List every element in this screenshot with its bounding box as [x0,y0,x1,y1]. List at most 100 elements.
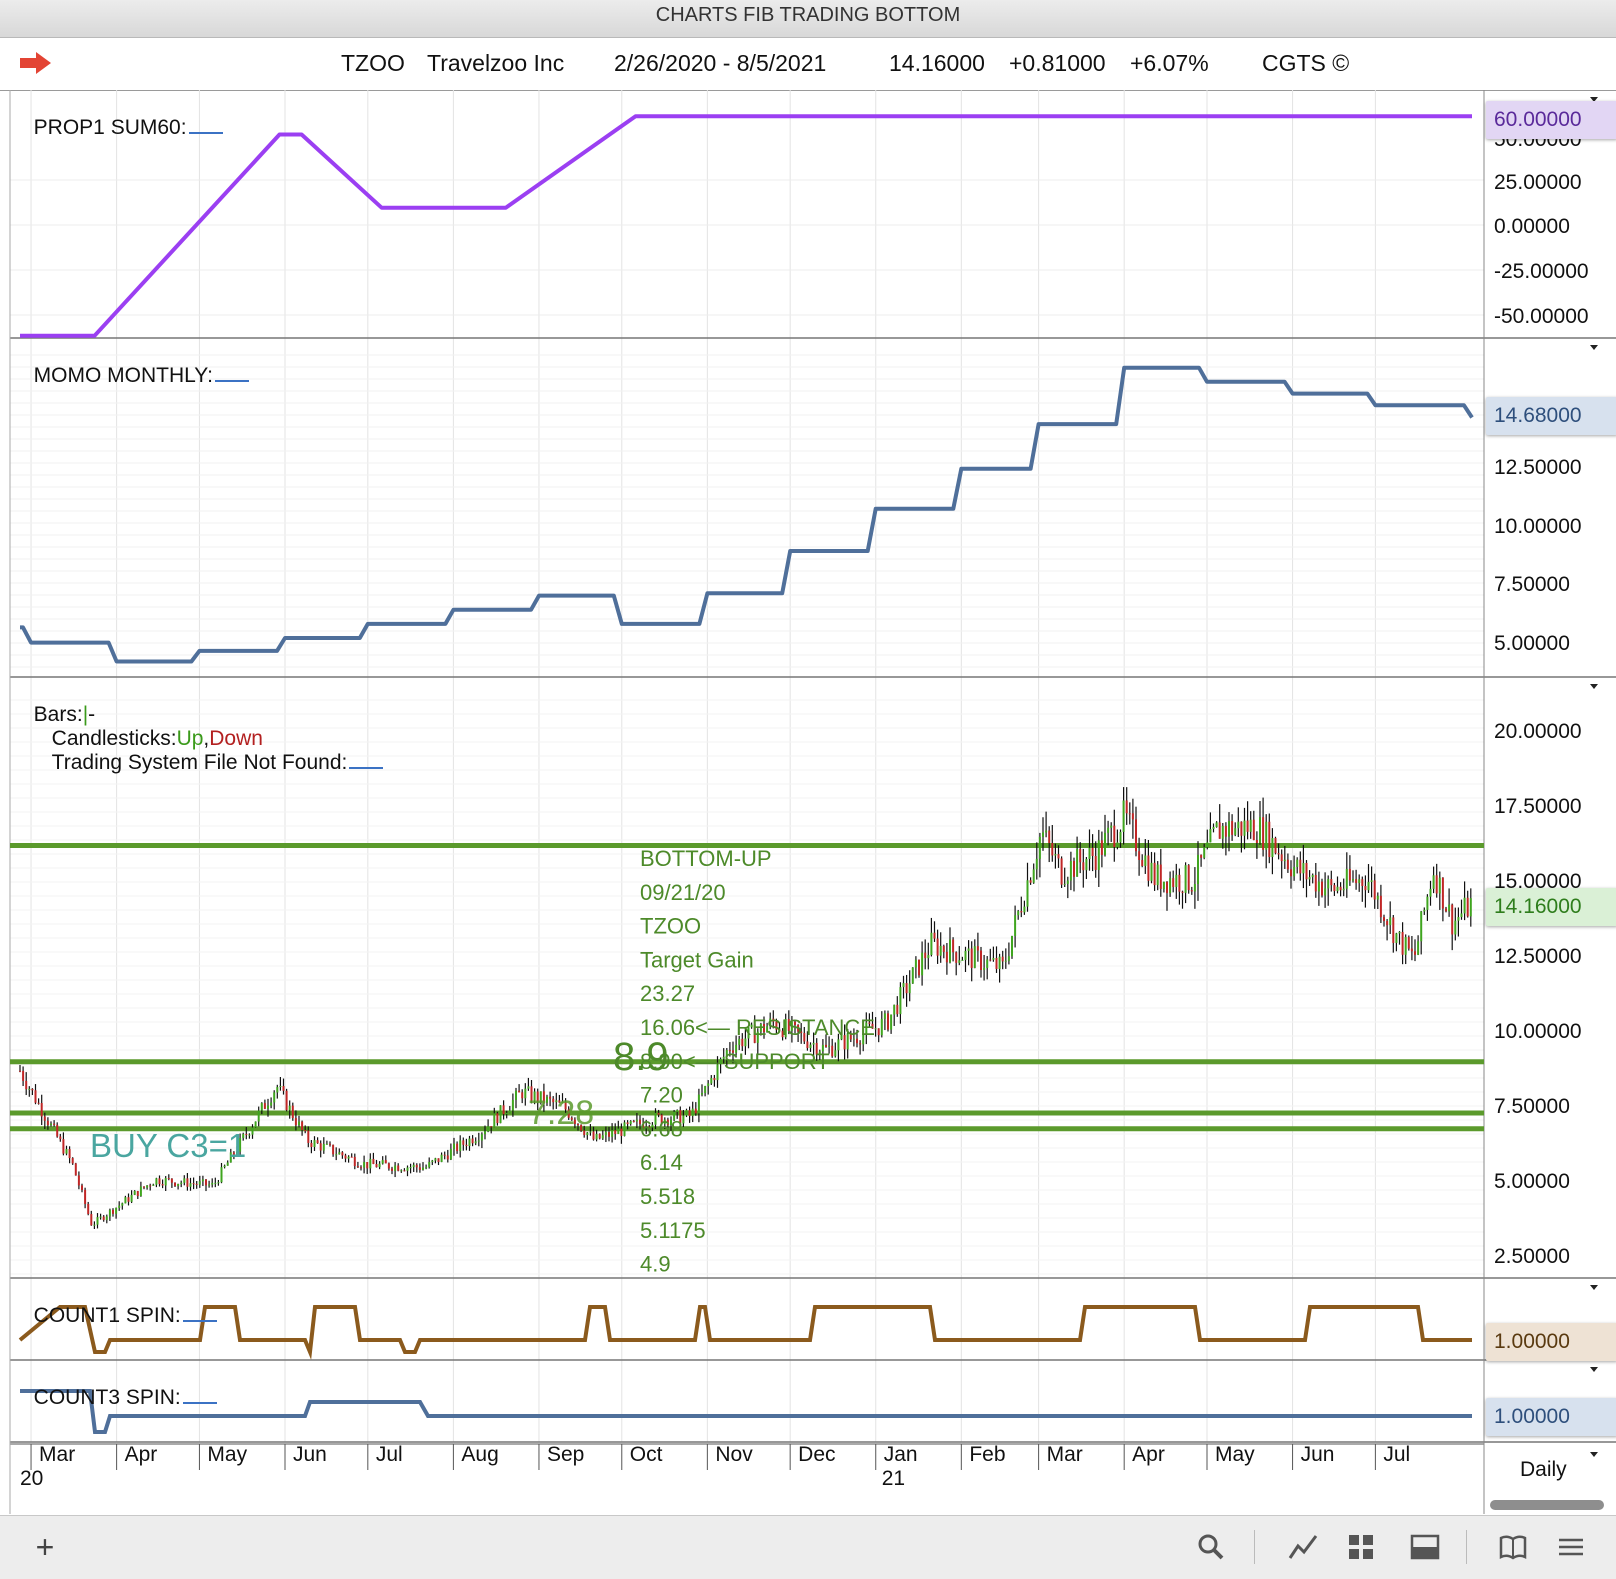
price-candle [995,957,998,969]
copyright-label: CGTS © [1262,50,1350,76]
price-menu-icon[interactable] [1590,684,1598,689]
price-candle [1311,875,1314,878]
x-axis-month-label: Jul [375,1443,403,1466]
price-candle [291,1105,294,1119]
price-candle [1228,821,1230,837]
price-candle [629,1120,632,1124]
price-candle [1020,911,1023,913]
x-axis-month-label: Jun [293,1443,327,1466]
count3-menu-icon[interactable] [1590,1367,1598,1372]
prop1-label-text: PROP1 SUM60: [33,116,187,139]
price-candle [40,1103,43,1117]
price-candle [859,1043,862,1045]
prop1-menu-icon[interactable] [1590,97,1598,102]
price-candle [1324,888,1327,896]
price-candle [1107,827,1110,833]
price-candle [1234,828,1237,835]
period-menu-icon[interactable] [1590,1452,1598,1457]
price-candle [1314,875,1317,892]
count3-pane-label: COUNT3 SPIN: [22,1362,217,1410]
price-candle [1141,859,1144,866]
price-candle [896,1004,899,1015]
price-candle [254,1121,257,1128]
price-candle [205,1179,207,1186]
count3-line [20,1389,1472,1434]
price-candle [992,957,995,960]
price-candle [294,1118,297,1126]
price-candle [840,1035,843,1040]
momo-line [20,365,1474,664]
price-candle [1004,960,1007,962]
price-candle [986,959,989,968]
price-candle [1032,869,1035,883]
x-axis-month-label: Feb [969,1443,1006,1466]
window-title-bar: CHARTS FIB TRADING BOTTOM [0,0,1616,38]
price-candle [1398,931,1401,934]
book-icon[interactable] [1498,1532,1528,1562]
price-candle [468,1138,471,1147]
price-candle [1290,869,1292,877]
grid-layout-icon[interactable] [1346,1532,1376,1562]
price-candle [524,1088,527,1099]
price-candle [1277,853,1280,855]
price-candle [338,1152,341,1155]
period-selector[interactable]: Daily [1520,1458,1567,1481]
price-candle [397,1165,400,1171]
price-candle [146,1185,149,1188]
prop1-legend-swatch [188,118,223,134]
price-change-percent: +6.07% [1130,50,1209,76]
symbol-ticker: TZOO [341,50,405,76]
price-candle [766,1026,769,1033]
x-axis-month-label: Nov [715,1443,753,1466]
price-candle [738,1038,741,1045]
count1-legend-swatch [182,1306,217,1322]
price-candle [1379,895,1382,918]
price-candle [970,948,973,968]
price-candle [270,1102,273,1106]
annotation-text: 4.9 [640,1252,671,1277]
price-candle [217,1182,220,1184]
price-candle [815,1042,818,1055]
add-icon[interactable]: + [35,1529,55,1565]
price-candle [1271,838,1274,858]
price-candle [403,1170,406,1172]
price-candle [499,1105,502,1124]
x-axis-month-label: Aug [461,1443,499,1466]
momo-tick: 7.50000 [1494,573,1570,596]
price-candle [567,1109,570,1118]
price-candle [1420,911,1423,942]
count1-line [18,1305,1472,1360]
price-candle [918,959,920,976]
price-change: +0.81000 [1009,50,1106,76]
price-candle [558,1100,561,1103]
price-candle [1104,832,1106,855]
count1-menu-icon[interactable] [1590,1285,1598,1290]
momo-menu-icon[interactable] [1590,345,1598,350]
price-candle [71,1158,74,1164]
price-candle [1463,897,1466,914]
price-candle [887,1013,889,1030]
price-candle [732,1050,734,1053]
price-candle [282,1086,285,1091]
price-candle [149,1185,152,1187]
momo-tick: 12.50000 [1494,456,1582,479]
price-candle [747,1027,750,1039]
menu-lines-icon[interactable] [1556,1532,1586,1562]
price-candle [1066,880,1069,884]
price-candle [170,1178,173,1183]
price-candle [753,1024,756,1043]
red-arrow-icon[interactable] [18,51,52,75]
price-candle [372,1158,375,1165]
search-icon[interactable] [1196,1532,1226,1562]
price-candle [719,1058,722,1065]
panel-layout-icon[interactable] [1410,1532,1440,1562]
price-candle [276,1087,279,1093]
price-candle [22,1070,25,1081]
price-candle [735,1044,738,1053]
line-chart-icon[interactable] [1288,1532,1318,1562]
horizontal-scrollbar[interactable] [1490,1500,1604,1510]
price-candle [781,1030,784,1038]
price-candle [1042,832,1044,837]
price-candle [1274,838,1277,854]
